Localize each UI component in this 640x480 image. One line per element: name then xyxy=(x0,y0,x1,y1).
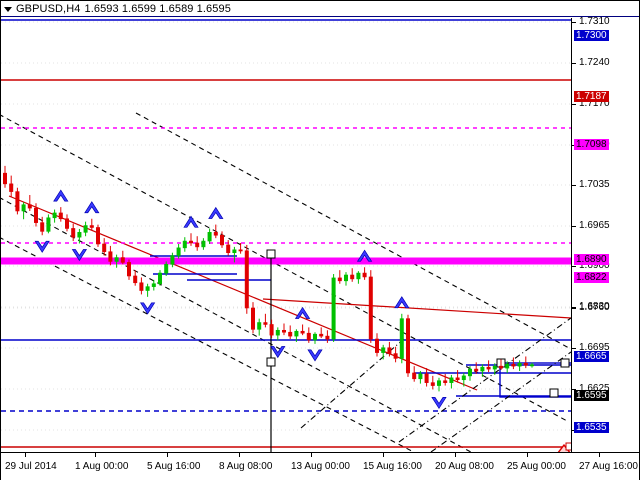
price-tick-label: 1.6760 xyxy=(579,302,610,313)
time-tick-label: 1 Aug 00:00 xyxy=(75,461,129,472)
price-tick-label: 1.7240 xyxy=(579,57,610,68)
chart-header: GBPUSD,H4 1.6593 1.6599 1.6589 1.6595 xyxy=(1,1,639,17)
price-tick-label: 1.6965 xyxy=(579,220,610,231)
time-tick-label: 29 Jul 2014 xyxy=(5,461,57,472)
price-label-1-7187[interactable]: 1.7187 xyxy=(574,91,609,102)
grid-lines xyxy=(1,21,571,431)
price-label-1-7098[interactable]: 1.7098 xyxy=(574,139,609,150)
price-tick-mark xyxy=(572,348,576,349)
time-tick-mark xyxy=(95,453,96,457)
price-tick-label: 1.6625 xyxy=(579,383,610,394)
price-tick-mark xyxy=(572,104,576,105)
time-tick-label: 8 Aug 08:00 xyxy=(219,461,273,472)
price-tick-mark xyxy=(572,22,576,23)
price-tick-mark xyxy=(572,63,576,64)
time-tick-mark xyxy=(239,453,240,457)
time-tick-mark xyxy=(527,453,528,457)
time-tick-label: 27 Aug 16:00 xyxy=(579,461,638,472)
price-tick-mark xyxy=(572,389,576,390)
price-label-1-6535[interactable]: 1.6535 xyxy=(574,422,609,433)
price-tick-label: 1.7035 xyxy=(579,179,610,190)
time-tick-mark xyxy=(311,453,312,457)
time-tick-mark xyxy=(25,453,26,457)
candlestick-series[interactable] xyxy=(2,165,534,392)
price-tick-mark xyxy=(572,307,576,308)
red-trendline-descending[interactable] xyxy=(8,195,571,391)
price-tick-mark xyxy=(572,308,576,309)
time-tick-label: 5 Aug 16:00 xyxy=(147,461,201,472)
fractal-markers[interactable] xyxy=(34,189,447,409)
price-tick-mark xyxy=(572,185,576,186)
price-tick-label: 1.6695 xyxy=(579,342,610,353)
price-tick-label: 1.7310 xyxy=(579,16,610,27)
price-label-current[interactable]: 1.6595 xyxy=(574,390,609,401)
time-tick-mark xyxy=(455,453,456,457)
time-tick-mark xyxy=(599,453,600,457)
chevron-down-icon[interactable] xyxy=(4,6,12,12)
time-scale[interactable]: 29 Jul 2014 1 Aug 00:00 5 Aug 16:00 8 Aug 0… xyxy=(1,452,639,480)
descending-channel[interactable] xyxy=(1,110,570,452)
price-tick-label: 1.7170 xyxy=(579,98,610,109)
time-tick-mark xyxy=(167,453,168,457)
time-tick-label: 15 Aug 16:00 xyxy=(363,461,422,472)
price-tick-mark xyxy=(572,266,576,267)
ascending-channel[interactable] xyxy=(300,317,571,452)
ohlc-values-label: 1.6593 1.6599 1.6589 1.6595 xyxy=(84,2,231,15)
price-label-1-6665[interactable]: 1.6665 xyxy=(574,351,609,362)
time-tick-label: 20 Aug 08:00 xyxy=(435,461,494,472)
symbol-timeframe-label: GBPUSD,H4 xyxy=(16,2,81,15)
price-label-1-6822[interactable]: 1.6822 xyxy=(574,272,609,283)
price-tick-label: 1.6830 xyxy=(579,301,610,312)
time-tick-label: 13 Aug 00:00 xyxy=(291,461,350,472)
price-label-1-7300[interactable]: 1.7300 xyxy=(574,30,609,41)
price-label-1-6890[interactable]: 1.6890 xyxy=(574,254,609,265)
buy-arrow-handle[interactable] xyxy=(565,442,571,451)
chart-plot-area[interactable]: RoboForex - MetaTrader 4, © 2001-2014, M… xyxy=(1,18,571,452)
time-tick-mark xyxy=(383,453,384,457)
chart-canvas xyxy=(1,19,571,452)
price-tick-mark xyxy=(572,226,576,227)
consolidation-rectangle[interactable] xyxy=(499,362,571,398)
time-tick-label: 25 Aug 00:00 xyxy=(507,461,566,472)
vertical-trendline[interactable] xyxy=(266,249,276,452)
price-scale[interactable]: 1.73101.72401.71701.71001.70351.69651.69… xyxy=(571,16,639,469)
blue-structure-lines[interactable] xyxy=(150,255,571,397)
price-tick-label: 1.6900 xyxy=(579,260,610,271)
